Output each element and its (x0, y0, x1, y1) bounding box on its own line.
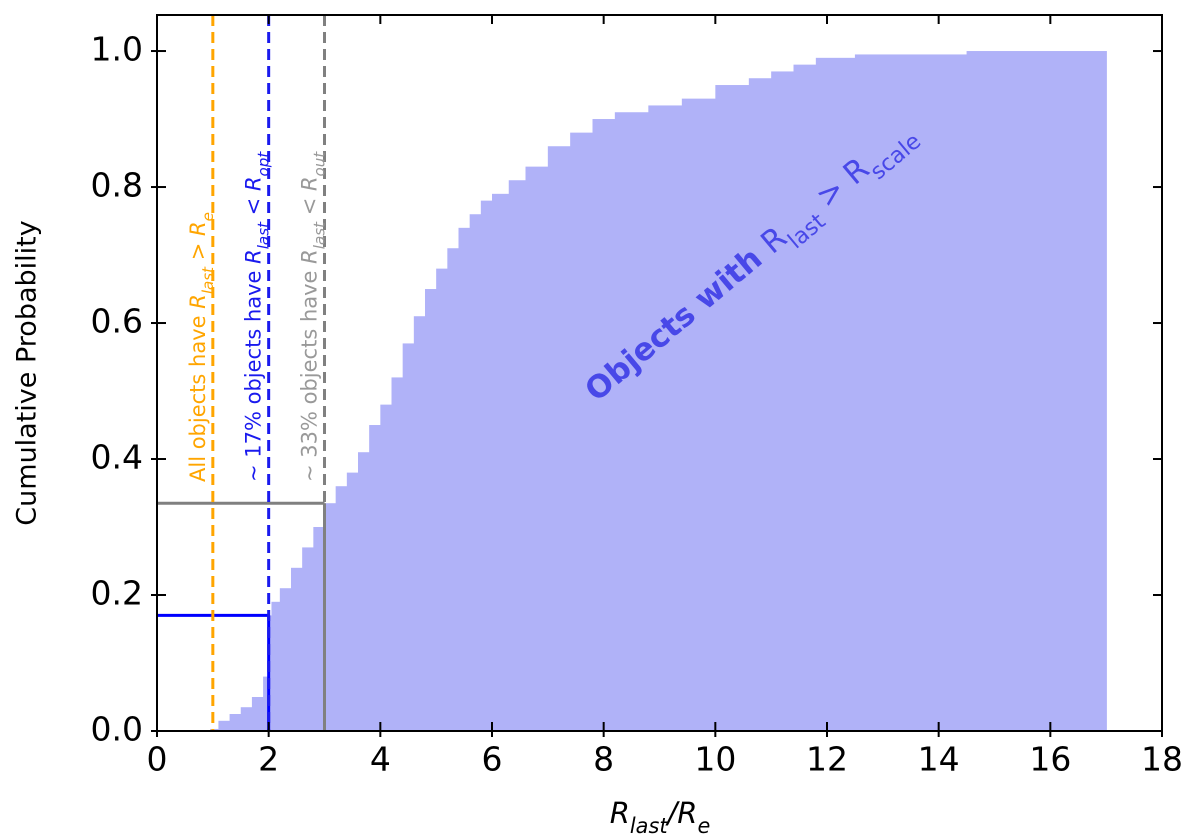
step-bar (279, 588, 292, 731)
y-axis-label: Cumulative Probability (12, 220, 43, 525)
text-part: ~ 33% objects have (298, 264, 322, 482)
text-part: e (198, 212, 216, 221)
x-tick-label: 10 (694, 740, 736, 779)
text-part: < (242, 191, 266, 222)
step-bar (391, 377, 404, 731)
text-part: R (610, 796, 630, 830)
step-bar (458, 227, 471, 731)
text-part: out (310, 151, 328, 177)
step-bar (413, 316, 426, 731)
text-part: last (254, 221, 272, 249)
step-bar (402, 343, 415, 731)
text-part: last (198, 266, 216, 294)
step-bar (271, 601, 281, 731)
step-bar (815, 57, 856, 732)
y-tick-label: 0.4 (91, 438, 143, 477)
step-bar (210, 728, 220, 731)
text-part: R (186, 221, 210, 236)
x-tick-label: 18 (1141, 740, 1183, 779)
text-part: e (697, 814, 710, 837)
y-tick-label: 0.0 (91, 710, 143, 749)
y-tick-label: 0.6 (91, 302, 143, 341)
step-bar (966, 51, 1107, 732)
step-bar (313, 527, 326, 731)
y-tick-label: 0.2 (91, 574, 143, 613)
step-bar (369, 425, 381, 731)
reference-label: ~ 17% objects have Rlast < Ropt (242, 151, 273, 482)
x-tick-label: 6 (482, 740, 503, 779)
step-bar (229, 714, 242, 731)
reference-label: All objects have Rlast > Re (186, 212, 217, 482)
plot-frame (156, 14, 1163, 732)
text-part: last (630, 814, 668, 837)
step-bar (335, 486, 348, 731)
step-bar (436, 268, 448, 731)
step-bar (302, 547, 314, 731)
step-bar (592, 119, 616, 732)
x-axis-label: Rlast/Re (610, 796, 711, 837)
step-bar (218, 720, 231, 731)
text-part: R (298, 176, 322, 191)
step-bar (425, 289, 437, 731)
step-bar (492, 193, 510, 731)
step-bar (614, 112, 649, 732)
step-bar (447, 248, 460, 731)
step-bar (469, 214, 482, 731)
step-bar (251, 697, 264, 731)
step-bar (346, 472, 359, 731)
step-bar (508, 180, 527, 731)
text-part: /R (665, 796, 698, 830)
step-bar (324, 503, 337, 731)
step-bar (291, 567, 303, 731)
step-bar (263, 676, 270, 731)
step-bar (240, 707, 253, 731)
step-bar (715, 85, 750, 732)
y-tick-label: 0.8 (91, 166, 143, 205)
text-part: opt (254, 151, 272, 177)
x-tick-label: 0 (147, 740, 168, 779)
text-part: < (298, 191, 322, 222)
text-part: last (310, 221, 328, 249)
x-tick-label: 16 (1029, 740, 1071, 779)
reference-label: ~ 33% objects have Rlast < Rout (298, 151, 329, 482)
step-bar (525, 166, 549, 731)
text-part: R (186, 294, 210, 309)
step-bar (380, 404, 393, 731)
text-part: ~ 17% objects have (242, 264, 266, 482)
step-bar (547, 146, 571, 731)
text-part: R (298, 249, 322, 264)
step-bar (748, 78, 772, 732)
step-bar (681, 98, 716, 732)
step-bar (648, 105, 683, 732)
text-part: All objects have (186, 309, 210, 482)
x-tick-label: 14 (918, 740, 960, 779)
step-bar (1106, 51, 1107, 732)
text-part: R (242, 249, 266, 264)
step-bar (358, 452, 370, 731)
step-bar (793, 64, 817, 732)
x-tick-label: 2 (258, 740, 279, 779)
step-bar (268, 615, 273, 731)
step-bar (854, 54, 968, 731)
step-bar (480, 200, 493, 731)
step-bar (771, 71, 795, 732)
step-bar (570, 132, 594, 731)
text-part: R (242, 176, 266, 191)
y-tick-label: 1.0 (91, 30, 143, 69)
x-tick-label: 8 (593, 740, 614, 779)
text-part: > (186, 236, 210, 267)
x-tick-label: 12 (806, 740, 848, 779)
x-tick-label: 4 (370, 740, 391, 779)
